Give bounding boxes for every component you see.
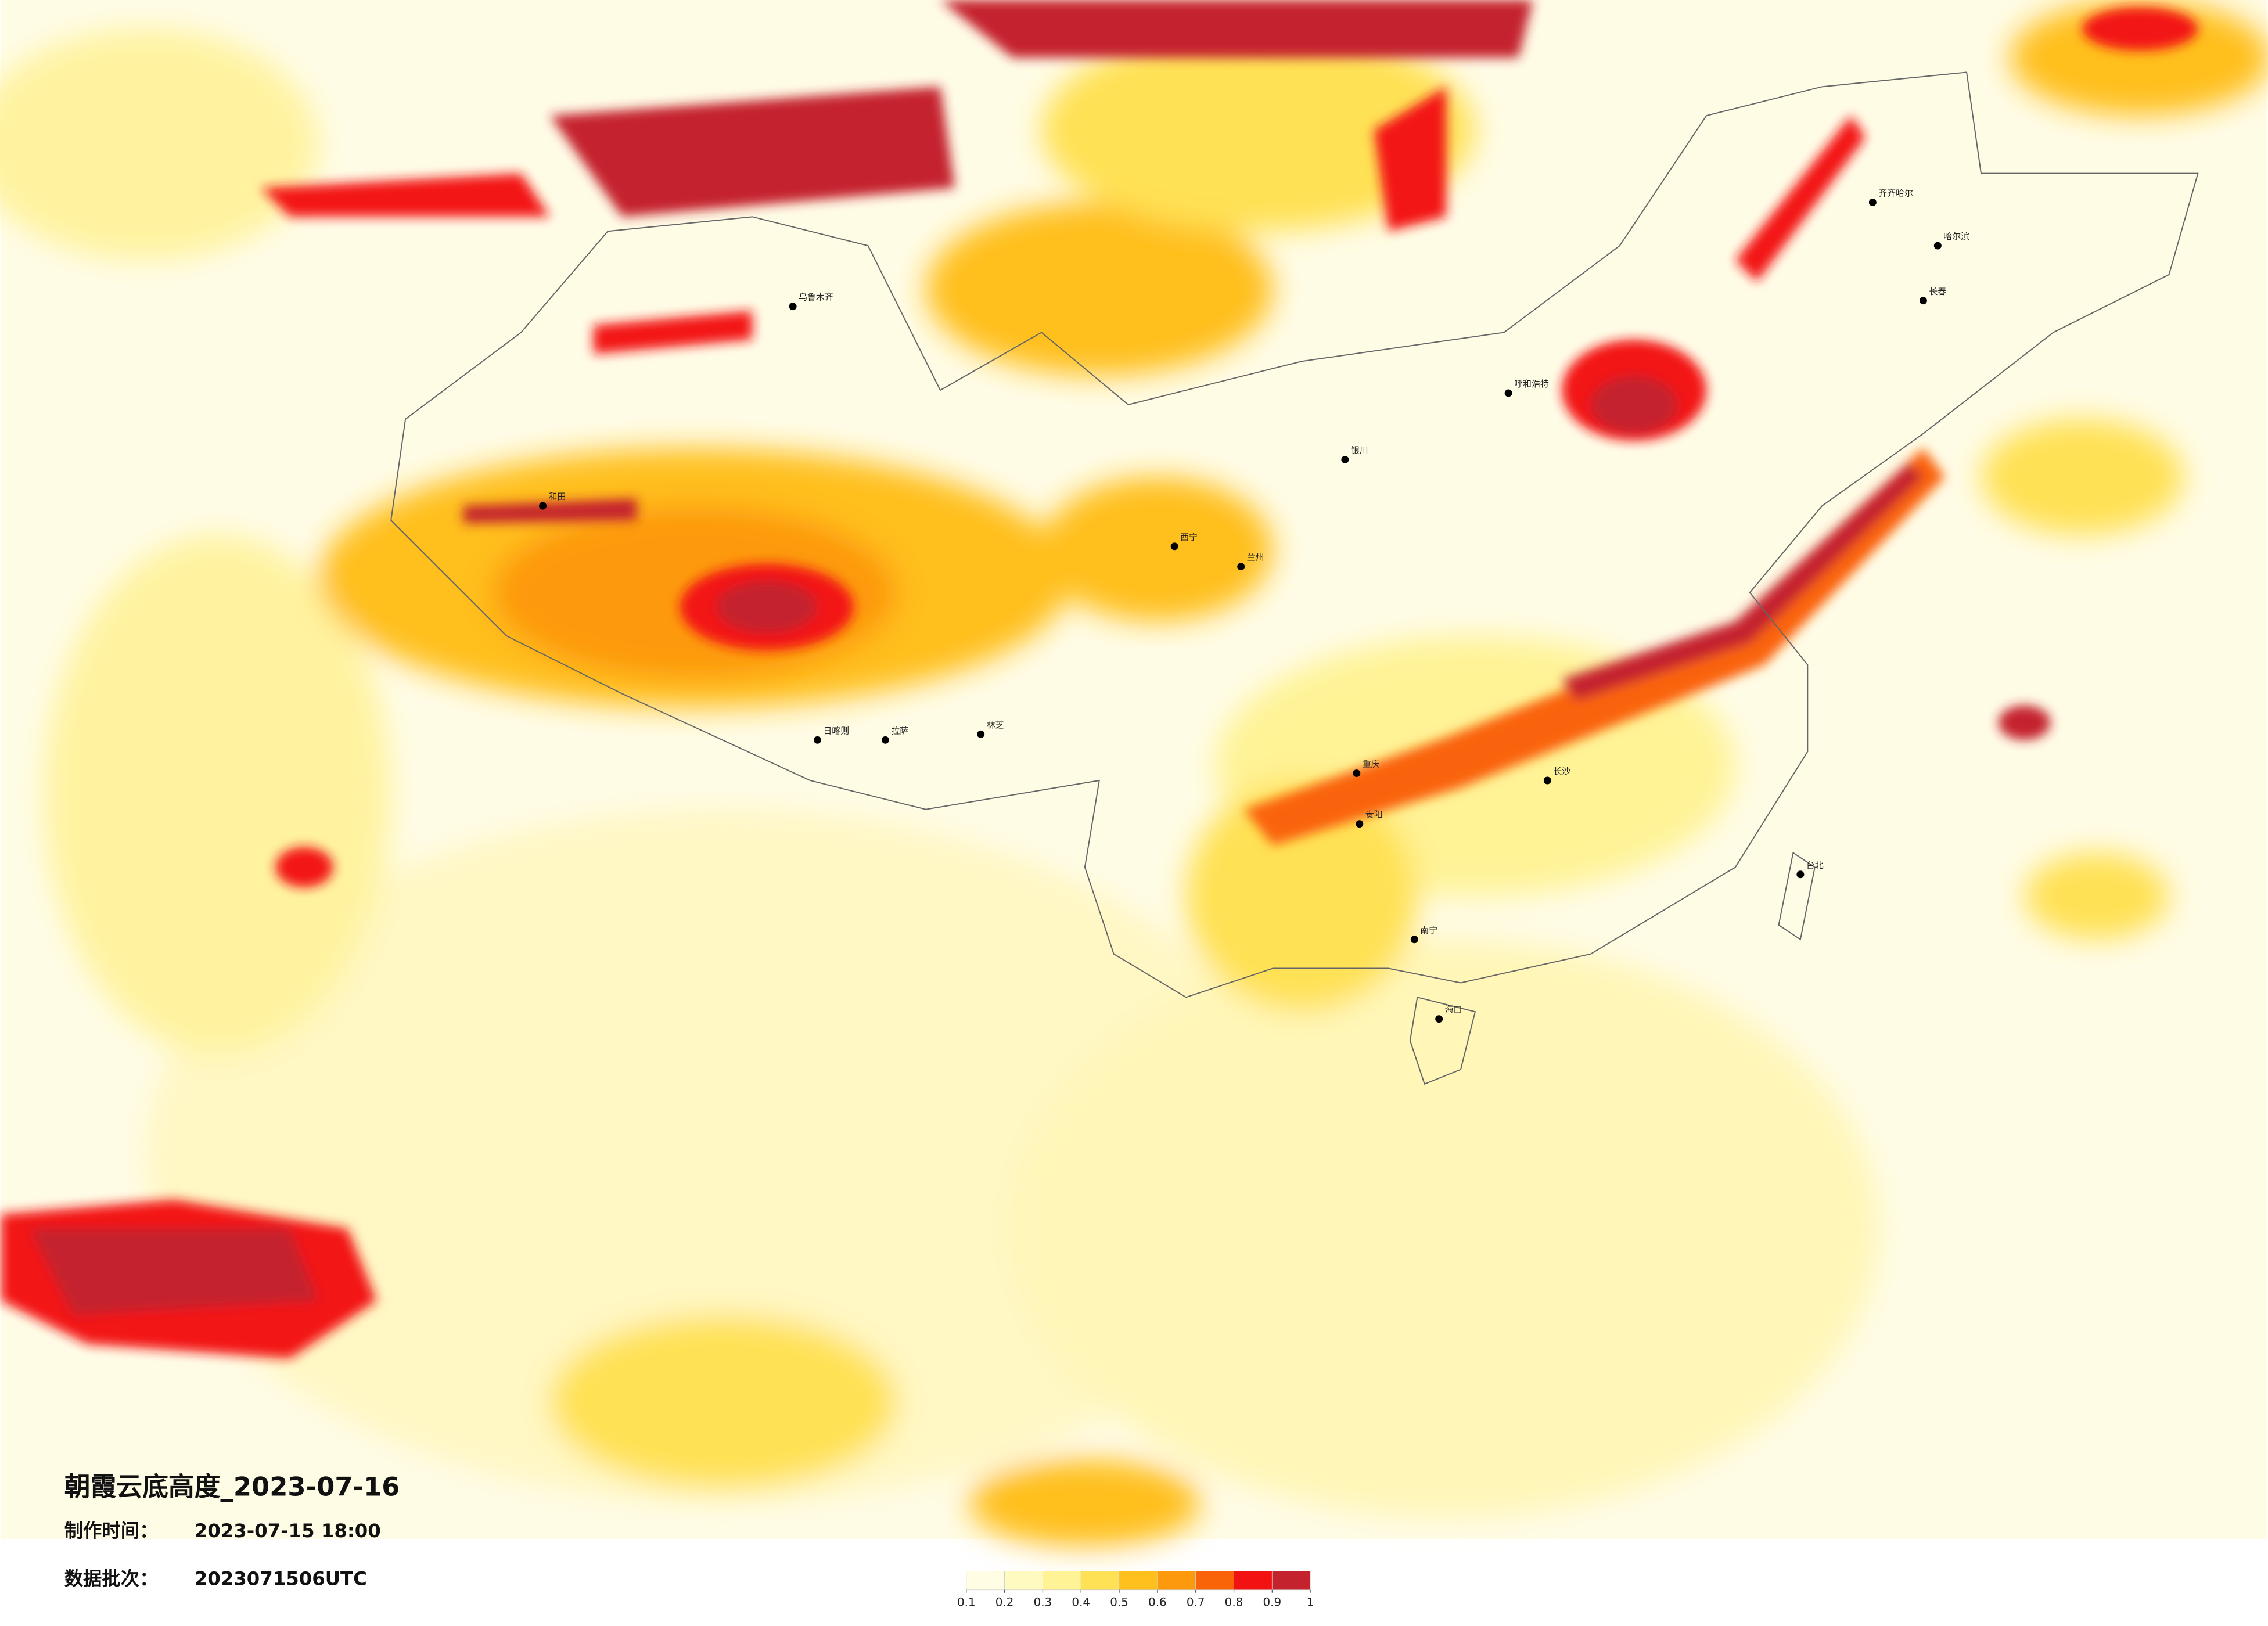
- city-label: 拉萨: [891, 725, 908, 736]
- colorbar-tick-label: 0.9: [1263, 1596, 1281, 1609]
- colorbar-tick-label: 0.5: [1110, 1596, 1128, 1609]
- colorbar-segment: [1271, 1571, 1311, 1591]
- colorbar-segment: [1157, 1571, 1196, 1591]
- made-time: 2023-07-15 18:00: [195, 1520, 381, 1542]
- city-label: 齐齐哈尔: [1878, 188, 1913, 199]
- city-dot: [539, 502, 547, 510]
- city-dot: [1356, 820, 1364, 828]
- city-label: 长沙: [1553, 766, 1570, 776]
- city-label: 乌鲁木齐: [799, 292, 833, 303]
- city-label: 海口: [1445, 1005, 1462, 1015]
- colorbar-segment: [1234, 1571, 1273, 1591]
- city-dot: [1341, 455, 1349, 463]
- hainan-border: [1409, 997, 1476, 1085]
- city-dot: [1543, 776, 1551, 785]
- batch: 2023071506UTC: [195, 1567, 367, 1589]
- colorbar-segment: [966, 1571, 1005, 1591]
- colorbar: 0.1 0.2 0.3 0.4 0.5 0.6 0.7 0.8 0.9 1: [957, 1571, 1314, 1609]
- city-label: 日喀则: [823, 725, 849, 736]
- city-label: 兰州: [1247, 552, 1264, 563]
- title: 朝霞云底高度_2023-07-16: [64, 1472, 400, 1502]
- city-label: 南宁: [1420, 925, 1437, 936]
- colorbar-segment: [1195, 1571, 1234, 1591]
- city-dot: [1237, 563, 1245, 571]
- city-dot: [881, 736, 889, 744]
- city-label: 银川: [1351, 445, 1368, 456]
- city-dot: [1919, 297, 1927, 305]
- colorbar-tick-label: 0.6: [1148, 1596, 1167, 1609]
- colorbar-tick-label: 0.8: [1225, 1596, 1243, 1609]
- city-label: 长春: [1929, 286, 1946, 297]
- city-dot: [813, 736, 821, 744]
- cloud-field: [0, 0, 2268, 1547]
- colorbar-tick-label: 0.7: [1187, 1596, 1205, 1609]
- city-dot: [1410, 936, 1418, 944]
- city-label: 哈尔滨: [1943, 231, 1969, 242]
- city-label: 林芝: [987, 720, 1004, 730]
- made-label: 制作时间：: [64, 1520, 159, 1542]
- city-dot: [1435, 1015, 1443, 1023]
- china-border: [390, 71, 2199, 998]
- city-dot: [1353, 769, 1361, 778]
- city-label: 贵阳: [1365, 810, 1383, 820]
- city-dot: [1504, 389, 1512, 397]
- city-label: 台北: [1806, 860, 1824, 870]
- city-dot: [1868, 198, 1877, 206]
- taiwan-border: [1778, 851, 1816, 941]
- city-label: 和田: [549, 491, 566, 502]
- colorbar-segment: [1043, 1571, 1081, 1591]
- batch-label: 数据批次：: [64, 1567, 159, 1589]
- city-dot: [977, 730, 985, 738]
- city-dot: [1933, 242, 1942, 250]
- city-dot: [1170, 542, 1178, 551]
- colorbar-segment: [1119, 1571, 1158, 1591]
- city-label: 西宁: [1180, 532, 1198, 542]
- colorbar-tick-label: 0.4: [1072, 1596, 1090, 1609]
- city-label: 重庆: [1363, 759, 1380, 769]
- colorbar-segment: [1080, 1571, 1120, 1591]
- colorbar-tick-label: 1: [1307, 1596, 1314, 1609]
- city-dot: [1796, 870, 1805, 879]
- colorbar-segment: [1004, 1571, 1043, 1591]
- city-dot: [789, 303, 797, 311]
- city-label: 呼和浩特: [1514, 379, 1549, 389]
- colorbar-tick-label: 0.1: [957, 1596, 976, 1609]
- colorbar-tick-label: 0.2: [995, 1596, 1014, 1609]
- colorbar-tick-label: 0.3: [1034, 1596, 1052, 1609]
